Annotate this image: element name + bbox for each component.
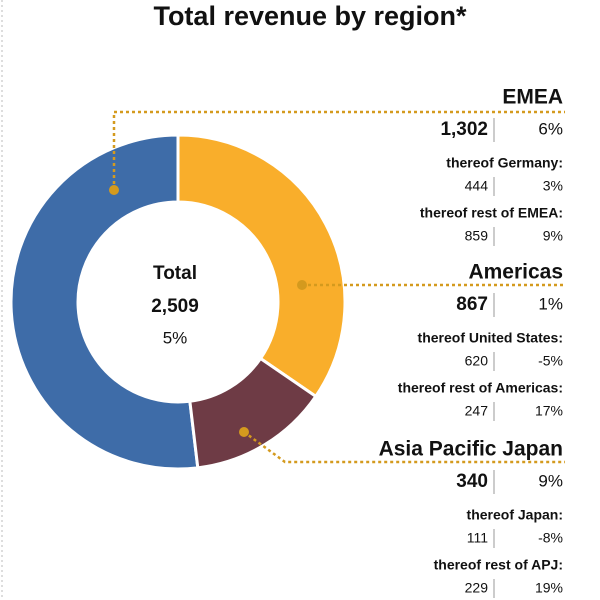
region-growth: 1% (538, 294, 563, 313)
sub-value: 111 (467, 530, 488, 546)
sub-value: 859 (465, 228, 489, 244)
sub-value: 247 (465, 403, 489, 419)
sub-growth: 3% (543, 178, 563, 194)
sub-growth: 9% (543, 228, 563, 244)
region-growth: 6% (538, 119, 563, 138)
sub-name: thereof Japan: (467, 507, 563, 523)
leader-lines (112, 110, 565, 464)
region-value: 340 (456, 471, 488, 492)
leader-dot (239, 427, 249, 437)
center-total: 2,509 (151, 296, 199, 317)
region-name: Americas (468, 261, 563, 284)
donut-slice (176, 133, 347, 399)
sub-value: 620 (465, 353, 489, 369)
sub-value: 229 (465, 580, 489, 596)
center-label: Total (153, 263, 197, 284)
sub-growth: 19% (535, 580, 563, 596)
leader-apj (243, 430, 565, 464)
donut-slice (9, 133, 200, 471)
sub-name: thereof rest of Americas: (398, 380, 563, 396)
leader-dot (297, 280, 307, 290)
region-name: Asia Pacific Japan (379, 438, 563, 461)
leader-emea (112, 110, 565, 190)
region-name: EMEA (502, 86, 563, 109)
leader-dot (109, 185, 119, 195)
chart-title: Total revenue by region* (153, 1, 467, 31)
region-value: 1,302 (440, 119, 488, 140)
donut-slice (188, 356, 318, 470)
sub-growth: 17% (535, 403, 563, 419)
sub-growth: -5% (538, 353, 563, 369)
region-value: 867 (456, 294, 488, 315)
sub-growth: -8% (538, 530, 563, 546)
sub-value: 444 (465, 178, 489, 194)
sub-name: thereof United States: (418, 330, 563, 346)
sub-name: thereof Germany: (446, 155, 563, 171)
center-growth: 5% (163, 328, 188, 347)
sub-name: thereof rest of APJ: (434, 557, 563, 573)
region-growth: 9% (538, 471, 563, 490)
sub-name: thereof rest of EMEA: (420, 205, 563, 221)
